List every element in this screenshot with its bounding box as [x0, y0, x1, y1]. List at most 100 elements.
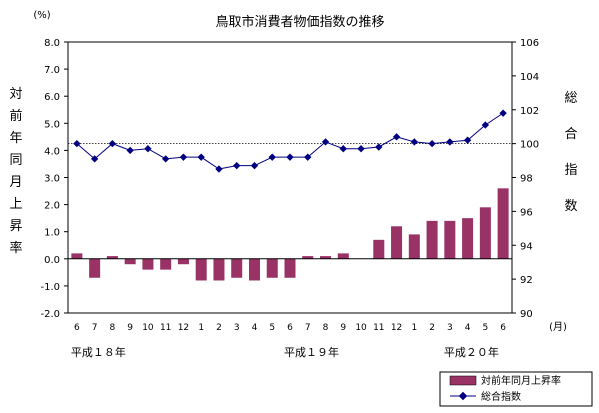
left-tick-label: 4.0: [44, 146, 60, 157]
bar: [337, 253, 349, 259]
left-axis-ticks: 8.0 7.0 6.0 5.0 4.0 3.0 2.0 1.0 0.0 -1.0 -2.0: [40, 38, 68, 320]
right-tick-label: 96: [520, 207, 533, 218]
bar: [373, 239, 385, 259]
right-tick-label: 100: [520, 140, 539, 151]
bar: [391, 226, 403, 259]
index-point: [357, 145, 365, 153]
right-axis-title: 総合指数: [564, 91, 577, 214]
index-point: [392, 133, 401, 141]
legend-bar-label: 対前年同月上昇率: [481, 374, 561, 387]
bar: [266, 258, 278, 278]
x-tick-label: 1: [198, 323, 204, 333]
legend: 対前年同月上昇率 総合指数: [439, 371, 593, 407]
index-point: [286, 153, 294, 161]
x-tick-label: 11: [373, 323, 384, 333]
legend-line-label: 総合指数: [481, 390, 521, 403]
x-tick-label: 9: [340, 323, 346, 333]
left-tick-label: -1.0: [40, 282, 60, 293]
index-point: [215, 165, 223, 173]
right-tick-label: 98: [520, 174, 533, 185]
left-tick-label: 1.0: [44, 228, 60, 239]
left-tick-label: 6.0: [44, 92, 60, 103]
year-labels: 平成１８年 平成１９年 平成２０年: [71, 345, 499, 359]
bar: [124, 258, 136, 265]
bar: [248, 258, 260, 281]
bar: [89, 258, 101, 278]
bar: [177, 258, 189, 265]
x-tick-label: 4: [465, 323, 471, 333]
x-tick-label: 2: [216, 323, 222, 333]
left-tick-label: 2.0: [44, 201, 60, 212]
left-axis-title-text: 対前年同月上昇率: [9, 87, 22, 256]
right-axis-ticks: 106 104 102 100 98 96 94 92 90: [512, 38, 539, 320]
index-point: [250, 161, 259, 170]
x-tick-label: 10: [142, 323, 154, 333]
x-tick-label: 7: [305, 323, 311, 333]
bar: [231, 258, 243, 278]
left-tick-label: 8.0: [44, 38, 60, 49]
x-tick-label: 3: [234, 323, 240, 333]
bar: [160, 258, 172, 270]
right-tick-label: 90: [520, 309, 533, 320]
index-point: [108, 139, 117, 148]
index-point: [499, 109, 507, 117]
bar: [444, 220, 456, 259]
index-point: [268, 153, 276, 161]
index-point: [304, 153, 312, 161]
left-tick-label: 3.0: [44, 174, 60, 185]
index-line-group: [73, 109, 507, 173]
x-tick-label: 12: [178, 323, 189, 333]
right-tick-label: 106: [520, 38, 539, 49]
index-point: [410, 138, 418, 146]
x-tick-label: 4: [252, 323, 258, 333]
x-axis-ticks: 6 7 8 9 10 11 12 1 2 3 4 5 6 7 8 9 10 11 12 1 2 3 4 5 6: [74, 323, 506, 333]
x-unit-label: (月): [549, 321, 567, 333]
index-point: [375, 143, 383, 151]
year-label: 平成１９年: [284, 345, 339, 359]
index-point: [428, 139, 436, 148]
index-point: [90, 155, 99, 163]
index-point: [73, 139, 81, 148]
x-tick-label: 5: [482, 323, 488, 333]
bar: [479, 207, 491, 259]
x-tick-label: 10: [355, 323, 367, 333]
bar: [213, 258, 225, 281]
left-axis-title: 対前年同月上昇率: [9, 87, 22, 256]
x-tick-label: 9: [127, 323, 133, 333]
left-tick-label: -2.0: [40, 309, 60, 320]
right-tick-label: 92: [520, 275, 533, 286]
legend-diamond-marker: [458, 391, 468, 401]
right-tick-label: 104: [520, 72, 539, 83]
x-tick-label: 1: [411, 323, 417, 333]
x-tick-label: 8: [110, 323, 116, 333]
right-tick-label: 94: [520, 241, 533, 252]
index-point: [446, 138, 454, 146]
bar: [284, 258, 296, 278]
x-tick-label: 5: [269, 323, 275, 333]
x-tick-label: 6: [74, 323, 80, 333]
index-point: [197, 153, 205, 161]
x-tick-label: 11: [160, 323, 171, 333]
right-axis-title-text: 総合指数: [564, 91, 577, 214]
index-point: [162, 155, 170, 163]
year-label: 平成１８年: [71, 345, 126, 359]
bar: [71, 253, 83, 259]
index-point: [463, 136, 472, 144]
legend-bar-swatch: [449, 375, 477, 386]
x-tick-label: 7: [92, 323, 98, 333]
bar: [142, 258, 154, 270]
index-point: [144, 145, 152, 153]
x-tick-label: 3: [447, 323, 453, 333]
left-tick-label: 5.0: [44, 119, 60, 130]
bars-group: [71, 188, 509, 281]
bar: [426, 220, 438, 259]
bar: [195, 258, 207, 281]
bar: [462, 218, 474, 259]
left-tick-label: 7.0: [44, 65, 60, 76]
year-label: 平成２０年: [444, 345, 499, 359]
x-tick-label: 6: [500, 323, 506, 333]
bar: [497, 188, 509, 259]
bar: [408, 234, 420, 259]
x-tick-label: 12: [391, 323, 402, 333]
